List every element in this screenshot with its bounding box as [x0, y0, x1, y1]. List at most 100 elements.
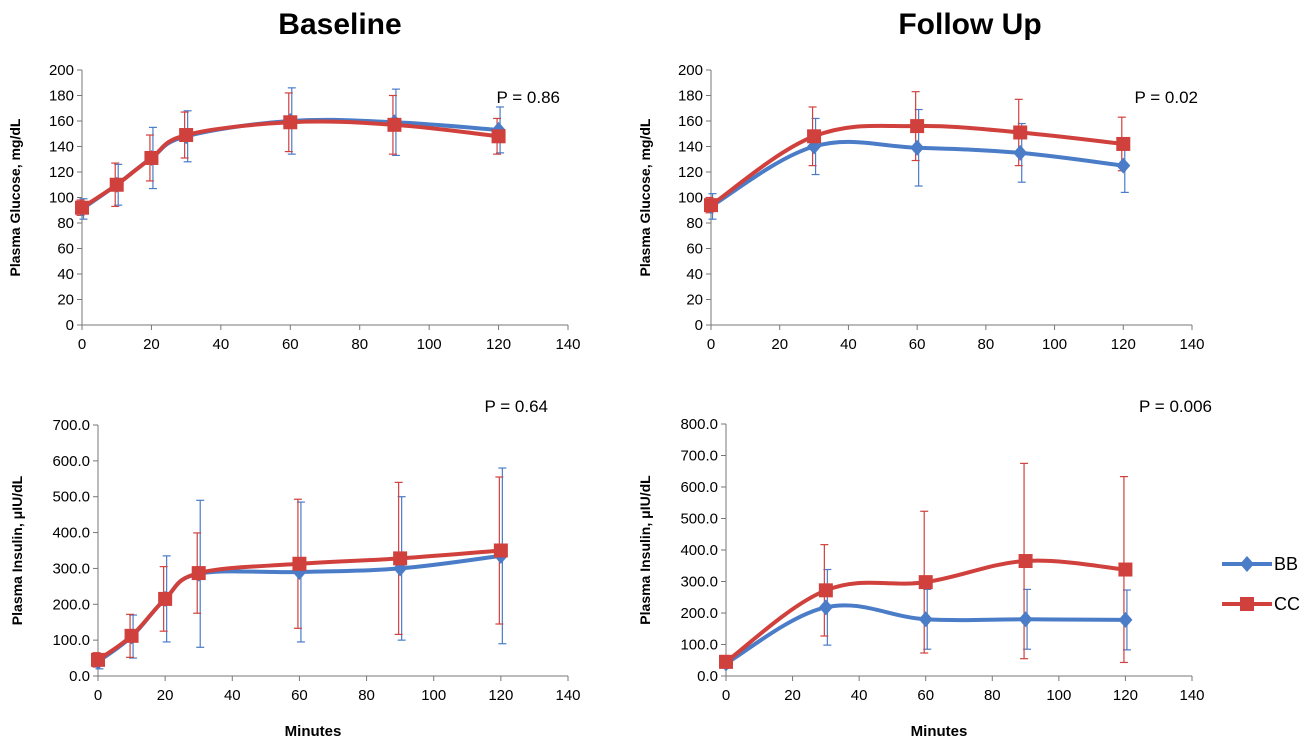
y-tick-label: 600.0 — [52, 453, 90, 470]
x-tick-label: 60 — [917, 687, 934, 704]
cc-data-point — [387, 117, 402, 132]
x-tick-label: 120 — [486, 336, 511, 353]
x-tick-label: 40 — [851, 687, 868, 704]
y-tick-label: 180 — [678, 88, 703, 105]
y-tick-label: 0.0 — [697, 668, 718, 685]
x-axis-label: Minutes — [911, 723, 968, 740]
y-tick-label: 120 — [678, 164, 703, 181]
y-tick-label: 400.0 — [680, 542, 718, 559]
y-tick-label: 20 — [57, 292, 74, 309]
bb-data-point — [1018, 611, 1033, 628]
x-tick-label: 20 — [784, 687, 801, 704]
cc-data-point — [144, 150, 159, 165]
x-tick-label: 140 — [1179, 687, 1204, 704]
baseline-insulin-chart: 0.0 100.0 200.0 300.0 400.0 500.0 600.0 700.0 0 2… — [9, 397, 581, 740]
x-tick-label: 40 — [840, 336, 857, 353]
x-tick-label: 20 — [143, 336, 160, 353]
legend-label-bb: BB — [1274, 554, 1298, 574]
cc-data-point — [75, 200, 89, 215]
x-tick-label: 80 — [358, 687, 375, 704]
y-tick-label: 0.0 — [69, 668, 90, 685]
y-tick-label: 500.0 — [680, 511, 718, 528]
y-tick-label: 40 — [686, 266, 703, 283]
y-tick-label: 140 — [49, 139, 74, 156]
title-baseline: Baseline — [278, 8, 402, 41]
y-tick-label: 160 — [678, 113, 703, 130]
y-tick-label: 160 — [49, 113, 74, 130]
y-tick-label: 300.0 — [52, 560, 90, 577]
x-tick-label: 140 — [555, 687, 580, 704]
y-tick-label: 100 — [49, 190, 74, 207]
legend-marker-bb — [1240, 556, 1254, 572]
bb-data-point — [910, 139, 925, 156]
baseline-glucose-chart: 0 20 40 60 80 100 120 140 160 180 200 0 20 40 60 80 100 1… — [7, 62, 581, 353]
bb-data-point — [1118, 611, 1133, 628]
cc-data-point — [292, 556, 307, 571]
x-axis-label: Minutes — [285, 723, 342, 740]
y-tick-label: 100.0 — [680, 637, 718, 654]
cc-data-point — [491, 129, 506, 144]
cc-data-point — [1116, 136, 1131, 151]
cc-data-point — [910, 119, 925, 134]
y-tick-label: 200 — [678, 62, 703, 79]
cc-data-point — [1013, 125, 1028, 140]
p-value-annotation: P = 0.02 — [1135, 88, 1199, 107]
x-tick-label: 40 — [213, 336, 230, 353]
x-tick-label: 60 — [291, 687, 308, 704]
cc-data-point — [1118, 562, 1133, 577]
p-value-annotation: P = 0.006 — [1139, 397, 1212, 416]
y-tick-label: 40 — [57, 266, 74, 283]
cc-data-point — [393, 551, 408, 566]
x-tick-label: 0 — [707, 336, 715, 353]
x-tick-label: 20 — [157, 687, 174, 704]
y-tick-label: 60 — [57, 241, 74, 258]
y-tick-label: 180 — [49, 88, 74, 105]
x-tick-label: 120 — [1111, 336, 1136, 353]
cc-data-point — [818, 583, 833, 598]
cc-data-point — [719, 654, 733, 669]
cc-data-point — [191, 566, 206, 581]
x-tick-label: 60 — [909, 336, 926, 353]
x-tick-label: 20 — [771, 336, 788, 353]
followup-glucose-chart: 0 20 40 60 80 100 120 140 160 180 200 0 20 40 60 80 100 1… — [637, 62, 1205, 353]
cc-data-point — [179, 128, 194, 143]
cc-data-point — [493, 543, 508, 558]
p-value-annotation: P = 0.86 — [497, 88, 561, 107]
cc-data-point — [807, 129, 822, 144]
x-tick-label: 140 — [555, 336, 580, 353]
cc-data-point — [283, 115, 298, 130]
bb-data-point — [1013, 144, 1028, 161]
x-tick-label: 40 — [224, 687, 241, 704]
y-tick-label: 60 — [686, 241, 703, 258]
y-tick-label: 80 — [686, 215, 703, 232]
y-tick-label: 400.0 — [52, 525, 90, 542]
x-tick-label: 0 — [722, 687, 730, 704]
cc-data-point — [91, 652, 105, 667]
x-tick-label: 140 — [1179, 336, 1204, 353]
x-tick-label: 100 — [417, 336, 442, 353]
y-tick-label: 0 — [66, 317, 74, 334]
y-tick-label: 800.0 — [680, 416, 718, 433]
x-tick-label: 60 — [282, 336, 299, 353]
x-tick-label: 0 — [78, 336, 86, 353]
x-tick-label: 120 — [1113, 687, 1138, 704]
y-tick-label: 600.0 — [680, 479, 718, 496]
cc-data-point — [109, 177, 124, 192]
y-tick-label: 120 — [49, 164, 74, 181]
y-tick-label: 80 — [57, 215, 74, 232]
cc-data-point — [158, 591, 173, 606]
x-tick-label: 100 — [1042, 336, 1067, 353]
cc-data-point — [704, 198, 718, 213]
y-tick-label: 700.0 — [680, 448, 718, 465]
y-axis-label: Plasma Insulin, μIU/dL — [637, 475, 653, 625]
y-tick-label: 20 — [686, 292, 703, 309]
x-tick-label: 80 — [978, 336, 995, 353]
x-tick-label: 100 — [1046, 687, 1071, 704]
title-follow-up: Follow Up — [898, 8, 1042, 41]
y-axis-label: Plasma Insulin, μIU/dL — [9, 475, 25, 625]
followup-insulin-chart: 0.0 100.0 200.0 300.0 400.0 500.0 600.0 700.0 80… — [637, 397, 1212, 740]
y-tick-label: 100 — [678, 190, 703, 207]
legend: BB CC — [1222, 554, 1300, 614]
y-tick-label: 0 — [695, 317, 703, 334]
